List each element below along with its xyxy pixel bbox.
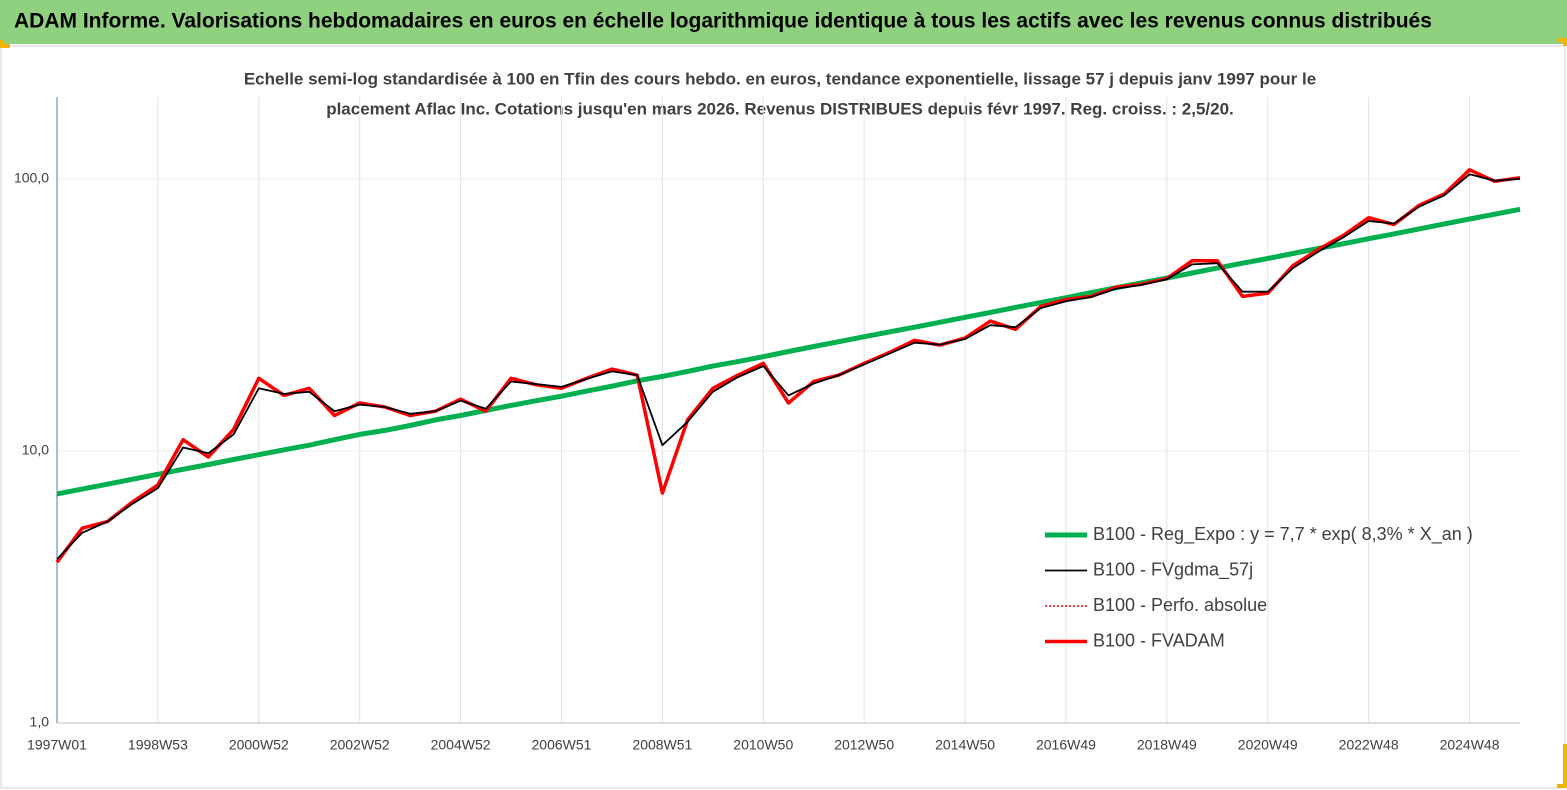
chart-title: Echelle semi-log standardisée à 100 en T… bbox=[244, 69, 1316, 88]
series-line bbox=[56, 206, 1521, 497]
x-tick-label: 2024W48 bbox=[1440, 737, 1500, 753]
x-tick-label: 2020W49 bbox=[1238, 737, 1298, 753]
x-tick-label: 2008W51 bbox=[632, 737, 692, 753]
x-tick-label: 2016W49 bbox=[1036, 737, 1096, 753]
x-tick-label: 1998W53 bbox=[128, 737, 188, 753]
y-tick-label: 10,0 bbox=[22, 442, 49, 458]
x-tick-label: 2014W50 bbox=[935, 737, 995, 753]
y-tick-label: 1,0 bbox=[30, 714, 50, 730]
legend-label: B100 - Perfo. absolue bbox=[1093, 595, 1267, 615]
series-line bbox=[56, 173, 1521, 560]
legend-label: B100 - Reg_Expo : y = 7,7 * exp( 8,3% * … bbox=[1093, 524, 1473, 545]
x-tick-label: 2004W52 bbox=[431, 737, 491, 753]
corner-marks bbox=[0, 38, 1567, 788]
legend-label: B100 - FVADAM bbox=[1093, 630, 1225, 650]
series-line bbox=[55, 168, 1521, 564]
series-line bbox=[56, 169, 1521, 563]
x-tick-label: 2002W52 bbox=[330, 737, 390, 753]
x-tick-label: 2000W52 bbox=[229, 737, 289, 753]
legend-label: B100 - FVgdma_57j bbox=[1093, 559, 1253, 580]
x-tick-label: 2022W48 bbox=[1339, 737, 1399, 753]
x-tick-label: 2012W50 bbox=[834, 737, 894, 753]
x-tick-label: 2018W49 bbox=[1137, 737, 1197, 753]
header-bar bbox=[0, 0, 1567, 44]
chart-border bbox=[0, 45, 1566, 789]
header-title: ADAM Informe. Valorisations hebdomadaire… bbox=[14, 10, 1432, 33]
chart-title: placement Aflac Inc. Cotations jusqu'en … bbox=[326, 99, 1234, 118]
x-tick-label: 2010W50 bbox=[733, 737, 793, 753]
x-tick-label: 2006W51 bbox=[532, 737, 592, 753]
x-tick-label: 1997W01 bbox=[27, 737, 87, 753]
y-tick-label: 100,0 bbox=[14, 170, 49, 186]
